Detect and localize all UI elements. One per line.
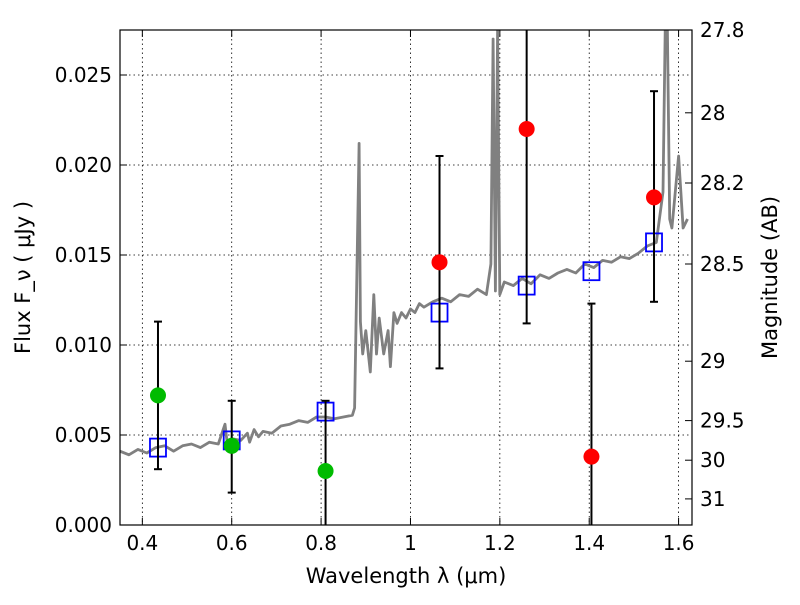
x-tick-label: 0.8 — [305, 531, 337, 555]
y2-tick-label: 30 — [700, 448, 725, 472]
y-tick-label: 0.000 — [55, 513, 112, 537]
model-square-marker — [582, 261, 601, 282]
y2-axis-title: Magnitude (AB) — [758, 196, 782, 359]
grid-layer — [120, 30, 692, 526]
data-point-marker — [317, 463, 334, 479]
data-point-marker — [646, 189, 663, 206]
y2-tick-label: 28.5 — [700, 252, 745, 276]
y2-tick-label: 28.2 — [700, 171, 745, 195]
x-tick-label: 0.6 — [216, 531, 248, 555]
data-point-marker — [583, 448, 600, 465]
plot-layer — [120, 30, 689, 525]
spectrum-line — [120, 30, 689, 457]
plot-frame — [119, 29, 693, 526]
data-point-marker — [223, 437, 240, 454]
x-tick-label: 1.2 — [484, 531, 516, 555]
data-point-marker — [518, 121, 535, 137]
x-tick-label: 1 — [404, 531, 417, 555]
y2-tick-label: 31 — [700, 487, 725, 511]
x-tick-label: 1.6 — [663, 531, 695, 555]
data-point-marker — [149, 387, 166, 404]
y2-tick-label: 29 — [700, 349, 725, 373]
x-tick-label: 1.4 — [573, 531, 605, 555]
tick-layer: 0.4 0.6 0.8 1 1.2 1.4 1.6 0.000 0.005 0.010 0.015 0… — [55, 18, 745, 555]
y-tick-label: 0.015 — [55, 243, 112, 267]
y2-tick-label: 29.5 — [700, 409, 745, 433]
y2-tick-label: 27.8 — [700, 18, 745, 42]
y-tick-label: 0.025 — [55, 63, 112, 87]
y-tick-label: 0.020 — [55, 153, 112, 177]
x-tick-label: 0.4 — [126, 531, 158, 555]
y2-tick-label: 28 — [700, 101, 725, 125]
y-axis-title: Flux F_ν ( μJy ) — [11, 201, 36, 354]
x-axis-title: Wavelength λ (μm) — [306, 564, 507, 588]
y-tick-label: 0.005 — [55, 423, 112, 447]
data-point-marker — [431, 254, 448, 271]
y-tick-label: 0.010 — [55, 333, 112, 357]
